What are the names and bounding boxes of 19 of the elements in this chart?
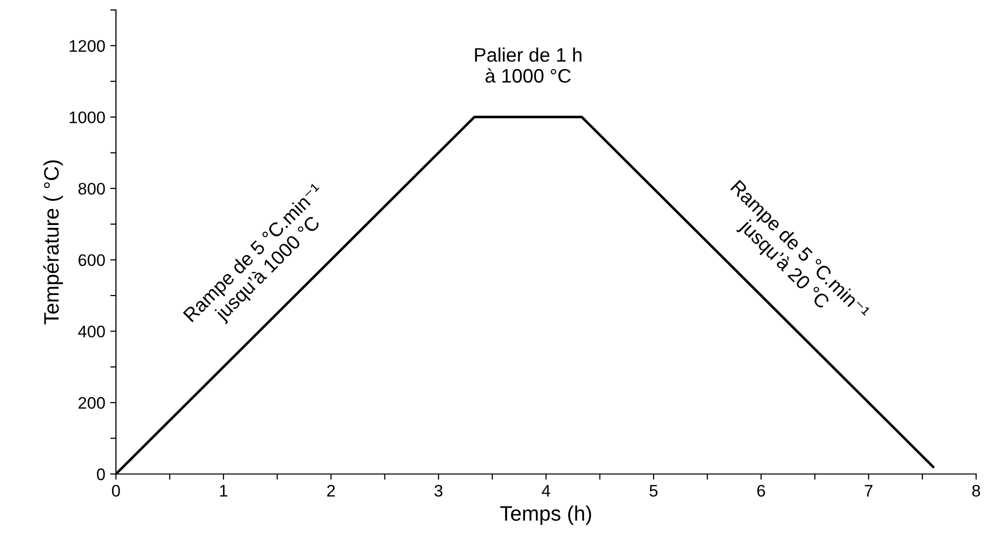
x-tick-label: 2 (327, 484, 335, 496)
x-axis-title: Temps (h) (500, 506, 592, 525)
annotation: Palier de 1 h à 1000 °C (475, 48, 582, 83)
y-tick-label: 800 (78, 182, 105, 195)
x-tick-label: 4 (542, 485, 550, 496)
x-tick-label: 0 (112, 484, 120, 497)
y-tick-label: 1000 (70, 111, 105, 124)
x-tick-label: 1 (220, 485, 228, 496)
y-tick-label: 200 (78, 397, 105, 409)
x-tick-label: 5 (650, 485, 658, 497)
x-tick-label: 3 (434, 484, 442, 497)
y-axis-title: Température ( °C) (43, 160, 63, 324)
x-tick-label: 6 (757, 484, 765, 497)
y-tick-label: 400 (78, 326, 105, 338)
x-tick-label: 8 (972, 484, 980, 497)
x-tick-label: 7 (864, 485, 872, 496)
y-tick-label: 0 (96, 468, 105, 480)
y-tick-label: 600 (78, 254, 105, 266)
y-tick-label: 1200 (70, 40, 105, 52)
